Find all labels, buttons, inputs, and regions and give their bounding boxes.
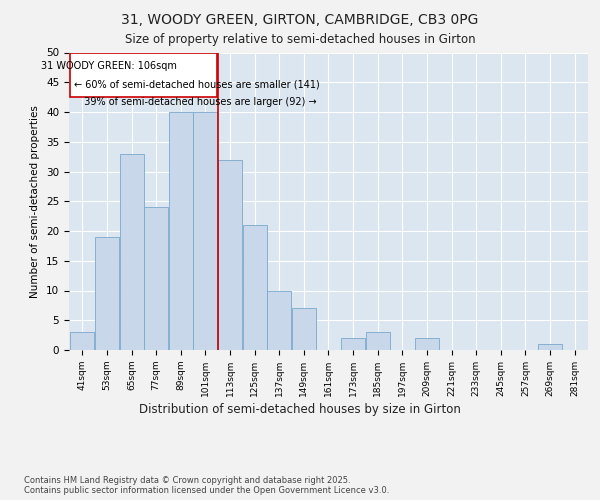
Bar [70, 332, 94, 350]
Bar [538, 344, 562, 350]
Bar [95, 237, 119, 350]
Text: 31, WOODY GREEN, GIRTON, CAMBRIDGE, CB3 0PG: 31, WOODY GREEN, GIRTON, CAMBRIDGE, CB3 … [121, 12, 479, 26]
Bar [341, 338, 365, 350]
Text: 39% of semi-detached houses are larger (92) →: 39% of semi-detached houses are larger (… [78, 97, 317, 107]
Bar [292, 308, 316, 350]
Bar [366, 332, 390, 350]
Bar [218, 160, 242, 350]
Text: Contains HM Land Registry data © Crown copyright and database right 2025.
Contai: Contains HM Land Registry data © Crown c… [24, 476, 389, 495]
Y-axis label: Number of semi-detached properties: Number of semi-detached properties [31, 105, 40, 298]
Bar [193, 112, 217, 350]
Bar [144, 207, 168, 350]
Bar [119, 154, 143, 350]
Bar [415, 338, 439, 350]
FancyBboxPatch shape [70, 52, 217, 97]
Text: ← 60% of semi-detached houses are smaller (141): ← 60% of semi-detached houses are smalle… [74, 80, 320, 90]
Text: Distribution of semi-detached houses by size in Girton: Distribution of semi-detached houses by … [139, 402, 461, 415]
Text: 31 WOODY GREEN: 106sqm: 31 WOODY GREEN: 106sqm [41, 62, 177, 72]
Bar [169, 112, 193, 350]
Bar [242, 225, 266, 350]
Bar [267, 290, 291, 350]
Text: Size of property relative to semi-detached houses in Girton: Size of property relative to semi-detach… [125, 32, 475, 46]
